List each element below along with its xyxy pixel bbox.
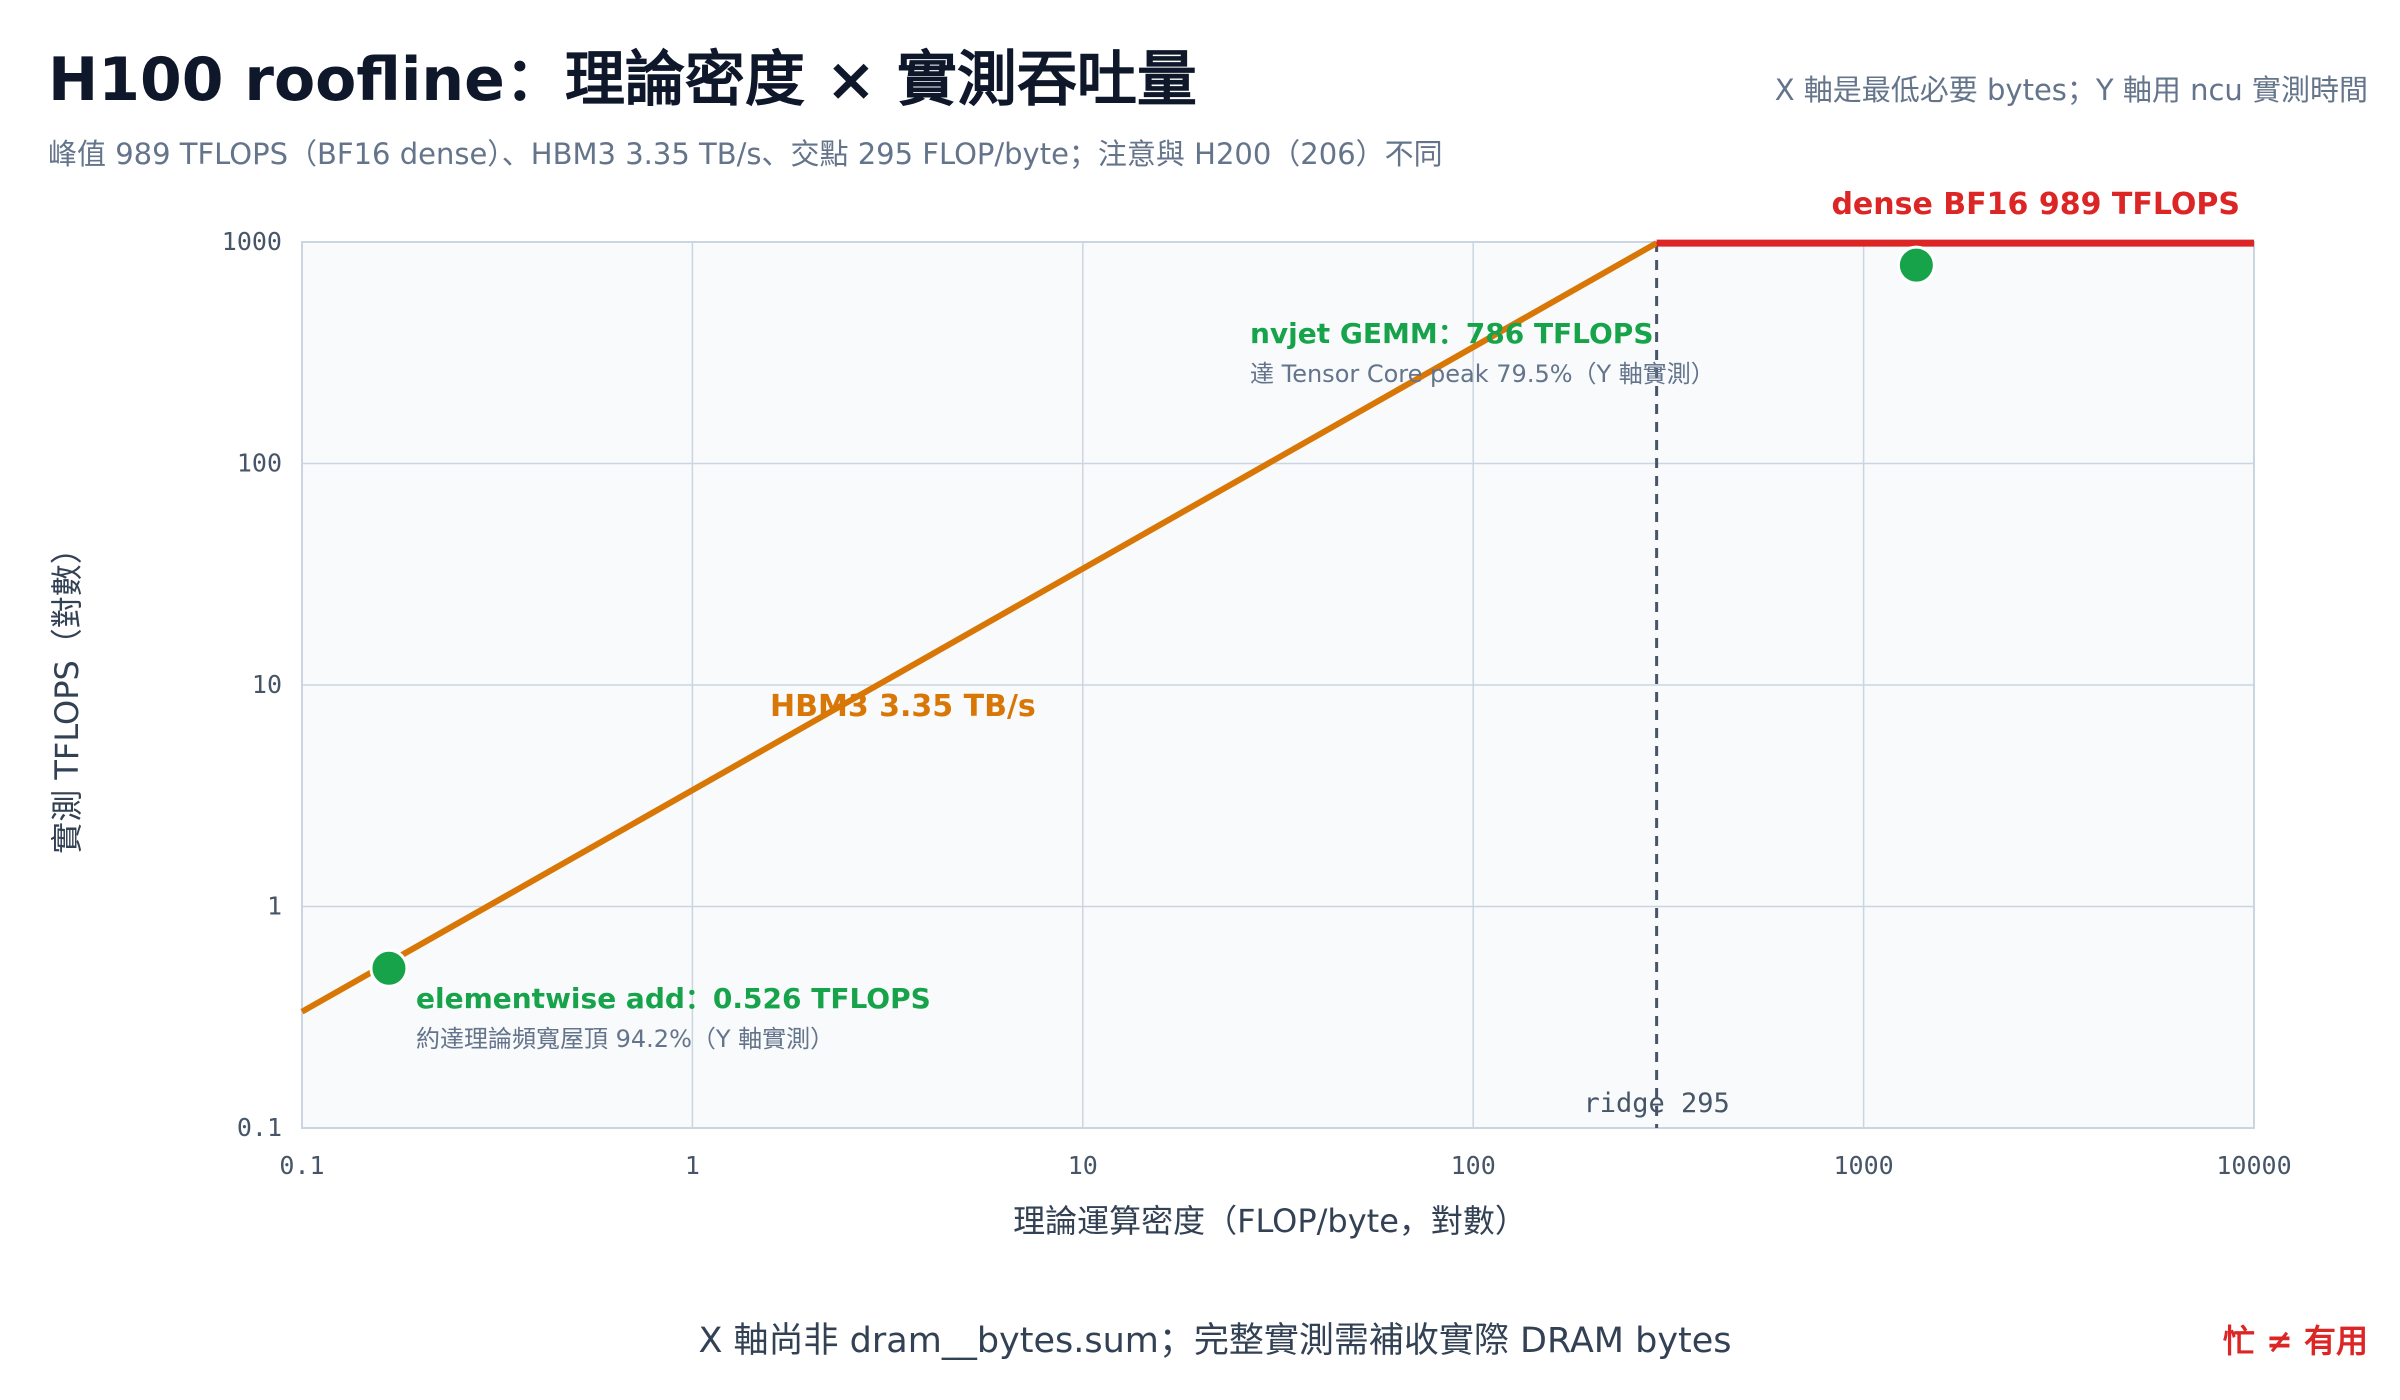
memory-roof-label: HBM3 3.35 TB/s	[770, 689, 1036, 724]
x-tick-label: 10000	[2216, 1151, 2291, 1180]
plot-frame	[301, 241, 2255, 1129]
x-tick-label: 1000	[1833, 1151, 1893, 1180]
y-tick-label: 100	[237, 449, 282, 478]
y-axis-label: 實測 TFLOPS（對數）	[48, 532, 86, 854]
chart-title: H100 roofline：理論密度 × 實測吞吐量	[48, 45, 1197, 115]
ridge-label: ridge 295	[1583, 1088, 1729, 1119]
elementwise-label: elementwise add：0.526 TFLOPS	[416, 982, 931, 1015]
data-point-elementwise	[369, 948, 409, 988]
footer-tag: 忙 ≠ 有用	[2223, 1322, 2368, 1360]
plot-area: 0.1 1 10 100 1000 10000 0.1 1 10 100 1000 ridge 295…	[222, 187, 2292, 1180]
x-tick-label: 1	[685, 1151, 700, 1180]
x-axis-label: 理論運算密度（FLOP/byte，對數）	[1013, 1202, 1527, 1240]
chart-subtitle: 峰值 989 TFLOPS（BF16 dense）、HBM3 3.35 TB/s…	[48, 137, 1443, 171]
x-tick-label: 0.1	[279, 1151, 324, 1180]
y-tick-label: 1	[267, 892, 282, 921]
gemm-sublabel: 達 Tensor Core peak 79.5%（Y 軸實測）	[1250, 360, 1715, 388]
y-tick-label: 0.1	[237, 1113, 282, 1142]
y-tick-label: 10	[252, 670, 282, 699]
axis-note: X 軸是最低必要 bytes；Y 軸用 ncu 實測時間	[1775, 73, 2368, 107]
gemm-label: nvjet GEMM：786 TFLOPS	[1250, 317, 1654, 350]
compute-roof-label: dense BF16 989 TFLOPS	[1831, 187, 2240, 222]
x-tick-label: 10	[1068, 1151, 1098, 1180]
memory-roof-line	[300, 240, 1659, 1015]
footer-note: X 軸尚非 dram__bytes.sum；完整實測需補收實際 DRAM byt…	[698, 1321, 1731, 1361]
y-tick-label: 1000	[222, 227, 282, 256]
elementwise-sublabel: 約達理論頻寬屋頂 94.2%（Y 軸實測）	[416, 1025, 834, 1053]
data-point-gemm	[1896, 245, 1936, 285]
x-tick-label: 100	[1451, 1151, 1496, 1180]
